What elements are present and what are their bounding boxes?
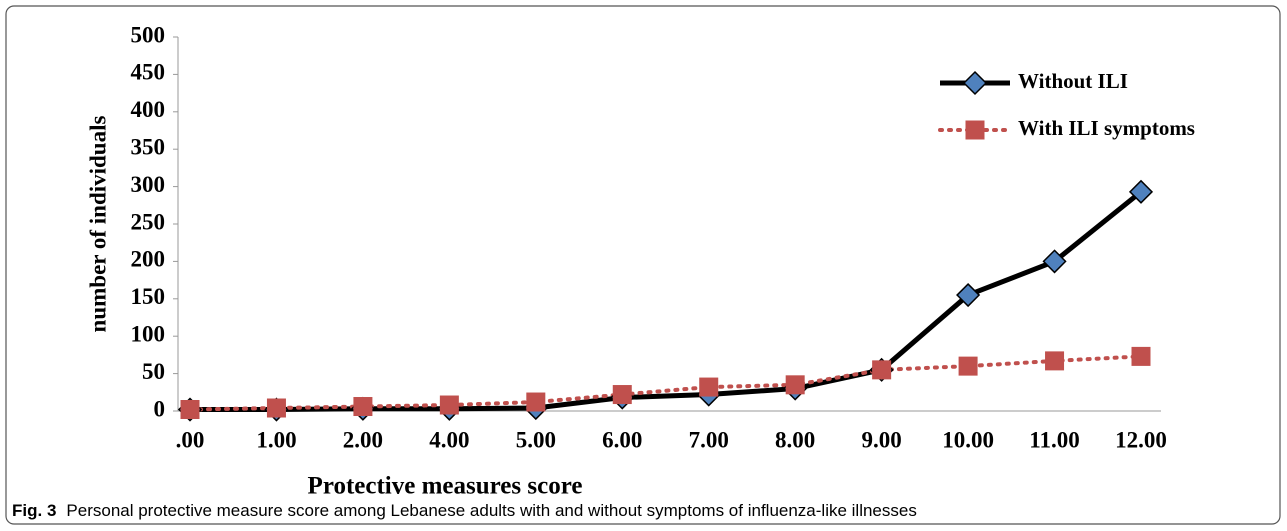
x-axis-label: Protective measures score <box>308 473 583 500</box>
point <box>956 282 981 308</box>
y-tick-label: 200 <box>131 247 166 272</box>
legend-label: Without ILI <box>1018 69 1128 93</box>
point <box>180 400 200 420</box>
x-tick-label: 11.00 <box>1029 427 1079 452</box>
y-tick-label: 500 <box>131 22 166 47</box>
y-tick-label: 350 <box>131 134 166 159</box>
x-tick-label: 2.00 <box>343 427 383 452</box>
point <box>439 395 459 415</box>
y-tick-label: 450 <box>131 60 166 85</box>
x-tick-label: 4.00 <box>429 427 469 452</box>
point <box>1128 179 1154 204</box>
x-tick-label: 6.00 <box>602 427 642 452</box>
caption-text: Personal protective measure score among … <box>66 501 916 520</box>
legend-label: With ILI symptoms <box>1018 116 1195 140</box>
point <box>699 377 719 397</box>
legend-marker <box>965 120 985 140</box>
point <box>958 356 978 376</box>
point <box>353 397 373 417</box>
legend-marker <box>962 70 988 96</box>
caption-label: Fig. 3 <box>12 501 56 520</box>
caption: Fig. 3 Personal protective measure score … <box>12 501 917 520</box>
x-tick-label: 9.00 <box>862 427 902 452</box>
point <box>266 398 286 418</box>
y-axis-label: number of individuals <box>85 116 110 333</box>
frame <box>5 5 1281 525</box>
point <box>872 360 892 380</box>
y-tick-label: 100 <box>131 321 166 346</box>
point <box>526 392 546 412</box>
x-tick-label: 1.00 <box>256 427 296 452</box>
x-tick-label: 7.00 <box>689 427 729 452</box>
y-tick-label: 400 <box>131 97 166 122</box>
point <box>1042 249 1067 274</box>
point <box>612 385 632 405</box>
point <box>1131 346 1151 366</box>
x-tick-label: 12.00 <box>1115 427 1167 452</box>
y-tick-label: 250 <box>131 209 166 234</box>
x-tick-label: .00 <box>176 427 205 452</box>
y-tick-label: 150 <box>131 284 166 309</box>
x-tick-label: 8.00 <box>775 427 815 452</box>
x-tick-label: 5.00 <box>516 427 556 452</box>
point <box>1045 351 1065 371</box>
point <box>785 375 805 395</box>
x-tick-label: 10.00 <box>942 427 994 452</box>
y-tick-label: 300 <box>131 172 166 197</box>
series-line <box>190 189 1143 413</box>
y-tick-label: 50 <box>142 359 165 384</box>
series-line <box>188 354 1143 412</box>
y-tick-label: 0 <box>154 396 166 421</box>
